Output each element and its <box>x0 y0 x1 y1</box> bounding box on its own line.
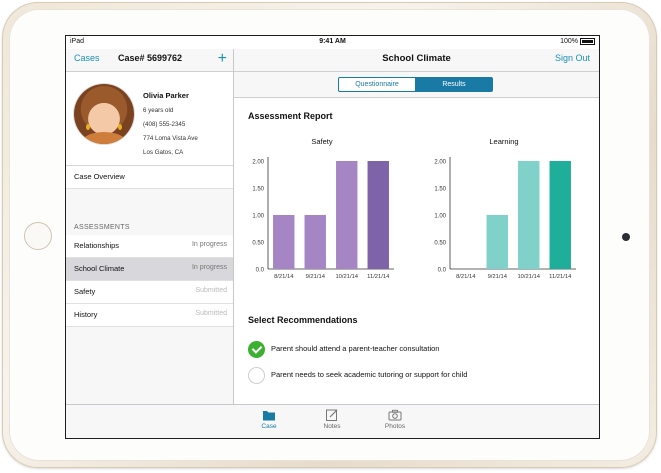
y-tick-label: 2.00 <box>434 160 446 166</box>
sidebar-item-history[interactable]: History Submitted <box>66 304 233 327</box>
tab-photos[interactable]: Photos <box>375 408 415 430</box>
safety-chart: Safety 0.0 0.50 1.00 1.50 2.00 8/21/14 9/21/14… <box>242 137 402 297</box>
sidebar-item-relationships[interactable]: Relationships In progress <box>66 235 233 258</box>
detail-pane: School Climate Sign Out Questionnaire Re… <box>234 49 599 404</box>
x-tick-label: 10/21/14 <box>517 274 540 280</box>
case-overview-label: Case Overview <box>74 172 125 181</box>
notes-icon <box>326 409 338 421</box>
avatar-earring <box>86 124 90 130</box>
profile-address: 774 Loma Vista Ave <box>143 135 198 142</box>
y-tick-label: 0.0 <box>256 268 265 274</box>
avatar-earring <box>118 124 122 130</box>
sidebar-item-school-climate[interactable]: School Climate In progress <box>66 258 233 281</box>
add-icon[interactable]: + <box>217 50 227 67</box>
profile-city: Los Gatos, CA <box>143 149 184 156</box>
tab-bar: Case Notes Photos <box>66 404 599 438</box>
tab-label: Photos <box>384 423 406 430</box>
profile-card: Olivia Parker 6 years old (408) 555-2345… <box>66 72 233 166</box>
avatar-shirt <box>82 132 126 144</box>
x-tick-label: 8/21/14 <box>456 274 476 280</box>
chart-bar <box>486 215 508 269</box>
assessments-section-header: ASSESSMENTS <box>74 224 130 231</box>
sidebar-item-safety[interactable]: Safety Submitted <box>66 281 233 304</box>
camera-lens-icon <box>622 233 630 241</box>
battery-status: 100% <box>560 38 595 45</box>
y-tick-label: 2.00 <box>252 160 264 166</box>
profile-name: Olivia Parker <box>143 91 189 100</box>
chart-title: Learning <box>489 137 519 146</box>
learning-chart-svg: 0.0 0.50 1.00 1.50 2.00 8/21/14 9/21/14 10/21/1… <box>434 157 576 280</box>
tab-label: Notes <box>323 423 341 430</box>
recommendation-item[interactable]: Parent needs to seek academic tutoring o… <box>248 367 588 387</box>
chart-bar <box>304 215 326 269</box>
chart-bar <box>273 215 295 269</box>
clock: 9:41 AM <box>319 38 346 45</box>
x-tick-label: 8/21/14 <box>274 274 294 280</box>
y-tick-label: 0.50 <box>434 241 446 247</box>
segmented-control-bar: Questionnaire Results <box>234 72 599 98</box>
home-button[interactable] <box>24 222 52 250</box>
x-tick-label: 11/21/14 <box>549 274 572 280</box>
chart-bar <box>336 161 358 269</box>
assessment-label: Safety <box>74 287 96 296</box>
right-nav-bar: School Climate Sign Out <box>234 49 599 72</box>
tab-notes[interactable]: Notes <box>312 408 352 430</box>
tab-questionnaire[interactable]: Questionnaire <box>338 77 416 92</box>
battery-icon <box>580 38 595 45</box>
x-tick-label: 11/21/14 <box>367 274 390 280</box>
status-bar: iPad 9:41 AM 100% <box>66 36 599 49</box>
x-tick-label: 10/21/14 <box>335 274 358 280</box>
x-tick-label: 9/21/14 <box>488 274 508 280</box>
assessment-label: School Climate <box>74 264 125 273</box>
recommendation-text: Parent should attend a parent-teacher co… <box>271 344 440 353</box>
assessment-status: Submitted <box>195 287 227 294</box>
y-tick-label: 0.50 <box>252 241 264 247</box>
master-pane: Cases Case# 5699762 + Olivia Parker 6 ye… <box>66 49 234 404</box>
left-nav-bar: Cases Case# 5699762 + <box>66 49 233 72</box>
chart-bar <box>518 161 540 269</box>
app-screen: iPad 9:41 AM 100% Cases Case# 5699762 + … <box>65 35 600 439</box>
case-overview-item[interactable]: Case Overview <box>66 166 233 189</box>
cases-back-button[interactable]: Cases <box>74 53 100 63</box>
recommendation-text: Parent needs to seek academic tutoring o… <box>271 370 468 379</box>
y-tick-label: 1.50 <box>434 187 446 193</box>
profile-age: 6 years old <box>143 107 174 114</box>
camera-icon <box>388 409 402 421</box>
tab-label: Case <box>261 423 277 430</box>
profile-phone: (408) 555-2345 <box>143 121 186 128</box>
carrier-label: iPad <box>70 38 85 45</box>
y-tick-label: 1.50 <box>252 187 264 193</box>
chart-bar <box>367 161 389 269</box>
folder-icon <box>263 411 275 421</box>
tab-results[interactable]: Results <box>415 77 493 92</box>
recommendations-title: Select Recommendations <box>248 315 358 325</box>
assessment-label: Relationships <box>74 241 120 250</box>
page-title: School Climate <box>382 53 451 64</box>
chart-bar <box>549 161 571 269</box>
checkmark-icon[interactable] <box>248 341 265 358</box>
assessment-label: History <box>74 310 98 319</box>
recommendation-item[interactable]: Parent should attend a parent-teacher co… <box>248 341 588 361</box>
sign-out-button[interactable]: Sign Out <box>554 53 590 63</box>
y-tick-label: 1.00 <box>434 214 446 220</box>
unchecked-circle-icon[interactable] <box>248 367 265 384</box>
avatar <box>74 84 134 144</box>
case-number-title: Case# 5699762 <box>118 53 183 63</box>
learning-chart: Learning 0.0 0.50 1.00 1.50 2.00 8/21/14 9/21/… <box>424 137 584 297</box>
tab-case[interactable]: Case <box>249 408 289 430</box>
assessment-status: In progress <box>191 264 227 271</box>
battery-percent: 100% <box>560 38 578 45</box>
y-tick-label: 1.00 <box>252 214 264 220</box>
assessment-status: In progress <box>191 241 227 248</box>
safety-chart-svg: 0.0 0.50 1.00 1.50 2.00 8/21/14 9/21/14 10/21/1… <box>252 157 394 280</box>
y-tick-label: 0.0 <box>438 268 447 274</box>
report-title: Assessment Report <box>248 111 333 121</box>
chart-title: Safety <box>311 137 333 146</box>
x-tick-label: 9/21/14 <box>306 274 326 280</box>
assessment-status: Submitted <box>195 310 227 317</box>
